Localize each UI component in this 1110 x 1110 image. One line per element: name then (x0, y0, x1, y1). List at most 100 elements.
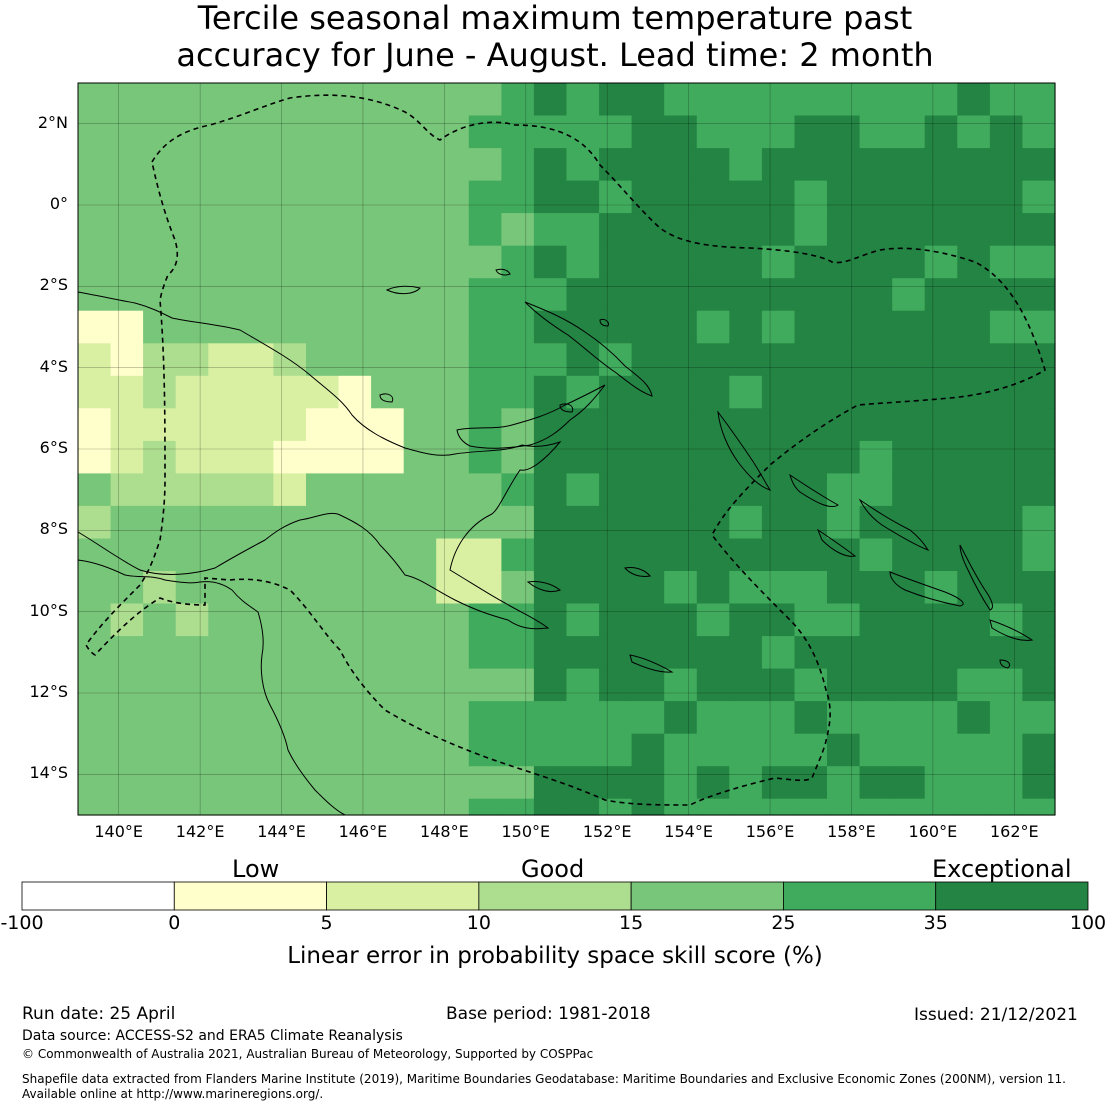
skill-cell (240, 375, 274, 409)
coastline-islet-5 (999, 659, 1011, 669)
skill-cell (110, 278, 144, 312)
skill-cell (110, 245, 144, 279)
skill-cell (468, 245, 502, 279)
skill-cell (306, 571, 340, 605)
skill-cell (827, 278, 861, 312)
skill-cell (599, 343, 633, 377)
skill-cell (631, 245, 665, 279)
skill-cell (436, 213, 470, 247)
skill-cell (664, 440, 698, 474)
latitude-label: 6°S (39, 438, 68, 457)
skill-cell (110, 148, 144, 182)
skill-cell (924, 636, 958, 670)
skill-cell (273, 571, 307, 605)
chart-title-line1: Tercile seasonal maximum temperature pas… (197, 0, 913, 37)
skill-cell (924, 343, 958, 377)
skill-cell (338, 213, 372, 247)
skill-cell (859, 668, 893, 702)
skill-cell (468, 343, 502, 377)
skill-cell (859, 213, 893, 247)
skill-cell (859, 766, 893, 800)
skill-cell (599, 505, 633, 539)
skill-cell (436, 375, 470, 409)
skill-cell (306, 440, 340, 474)
skill-cell (664, 668, 698, 702)
skill-cell (175, 603, 209, 637)
skill-cell (240, 115, 274, 149)
skill-cell (631, 213, 665, 247)
skill-cell (631, 278, 665, 312)
skill-cell (175, 538, 209, 572)
skill-cell (306, 636, 340, 670)
skill-cell (1022, 375, 1056, 409)
skill-cell (208, 733, 242, 767)
skill-cell (566, 603, 600, 637)
skill-cell (566, 148, 600, 182)
skill-cell (436, 538, 470, 572)
skill-cell (1022, 766, 1056, 800)
skill-cell (143, 375, 177, 409)
skill-cell (631, 733, 665, 767)
skill-cell (729, 603, 763, 637)
skill-cell (436, 245, 470, 279)
skill-cell (501, 310, 535, 344)
skill-cell (957, 473, 991, 507)
skill-cell (892, 310, 926, 344)
skill-cell (599, 701, 633, 735)
coastline-islet-2 (599, 319, 609, 327)
eez-boundary (85, 94, 1046, 806)
skill-cell (892, 505, 926, 539)
skill-cell (533, 798, 568, 816)
skill-cell (240, 148, 274, 182)
skill-cell (957, 505, 991, 539)
skill-cell (501, 115, 535, 149)
skill-cell (566, 440, 600, 474)
skill-cell (273, 668, 307, 702)
skill-cell (533, 375, 568, 409)
skill-cell (989, 375, 1024, 409)
skill-cell (78, 798, 112, 816)
skill-cell (989, 668, 1024, 702)
skill-cell (371, 701, 405, 735)
coastline (77, 268, 1034, 816)
skill-cell (468, 310, 502, 344)
skill-cell (240, 213, 274, 247)
skill-cell (208, 505, 242, 539)
skill-cell (566, 571, 600, 605)
skill-cell (957, 798, 991, 816)
skill-cell (892, 766, 926, 800)
skill-cell (729, 668, 763, 702)
skill-cell (501, 213, 535, 247)
skill-cell (208, 636, 242, 670)
skill-cell (371, 440, 405, 474)
skill-cell (240, 180, 274, 214)
skill-cell (892, 571, 926, 605)
skill-cell (208, 798, 242, 816)
skill-cell (566, 278, 600, 312)
skill-cell (533, 180, 568, 214)
skill-cell (468, 798, 502, 816)
skill-cell (501, 733, 535, 767)
skill-cell (859, 180, 893, 214)
skill-cell (403, 310, 437, 344)
longitude-label: 142°E (175, 822, 225, 841)
skill-cell (989, 278, 1024, 312)
skill-cell (273, 636, 307, 670)
skill-cell (143, 538, 177, 572)
skill-cell (78, 538, 112, 572)
skill-cell (696, 603, 730, 637)
skill-cell (273, 180, 307, 214)
skill-cell (208, 571, 242, 605)
skill-cell (794, 473, 828, 507)
skill-cell (599, 278, 633, 312)
skill-cell (859, 733, 893, 767)
skill-cell (859, 115, 893, 149)
skill-cell (403, 636, 437, 670)
skill-cell (110, 733, 144, 767)
skill-cell (436, 408, 470, 442)
skill-cell (468, 473, 502, 507)
skill-cell (175, 375, 209, 409)
skill-cell (631, 701, 665, 735)
skill-cell (989, 440, 1024, 474)
skill-cell (533, 571, 568, 605)
